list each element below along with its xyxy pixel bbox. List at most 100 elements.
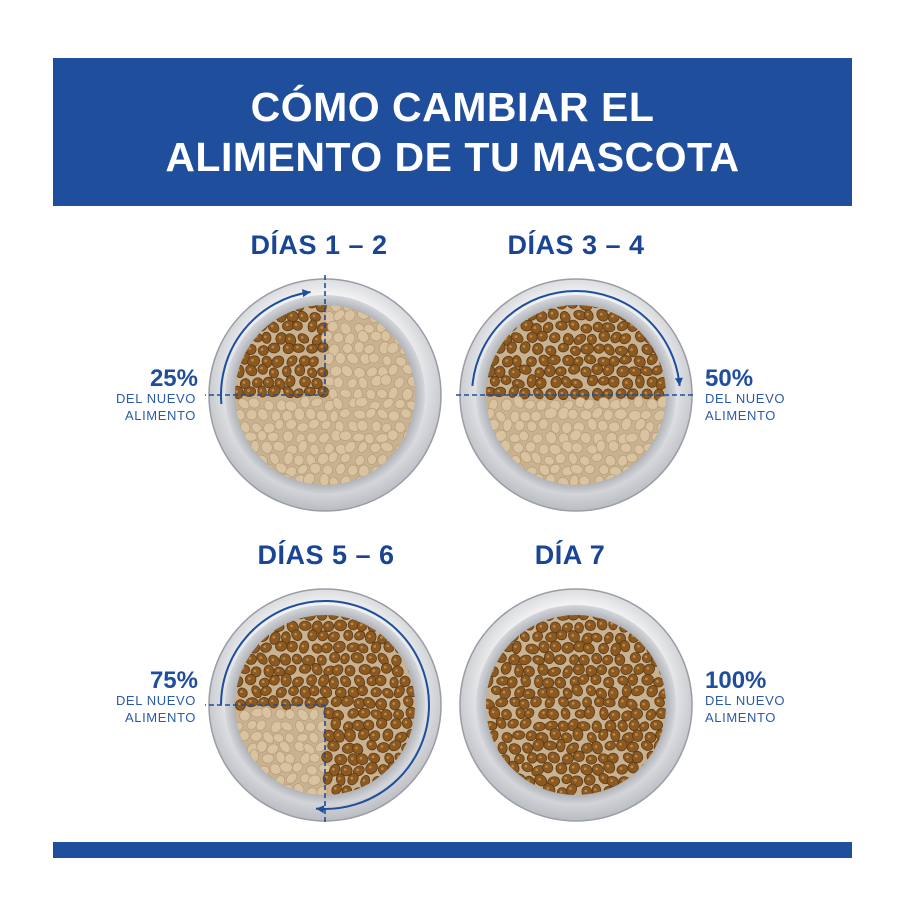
kibble [370, 641, 382, 654]
kibble [307, 629, 318, 642]
kibble [512, 730, 526, 740]
kibble [502, 355, 514, 368]
kibble-highlight [630, 765, 634, 768]
kibble-highlight [548, 392, 551, 395]
bottom-bar [53, 842, 852, 858]
kibble-highlight [649, 379, 653, 383]
kibble-highlight [571, 367, 575, 370]
kibble [500, 375, 512, 385]
kibble-highlight [610, 691, 614, 694]
kibble-highlight [320, 326, 323, 329]
kibble-highlight [620, 369, 624, 372]
kibble-highlight [283, 677, 287, 681]
kibble [332, 396, 343, 410]
kibble-highlight [240, 690, 243, 693]
kibble-highlight [332, 767, 335, 771]
kibble [393, 709, 405, 721]
kibble-highlight [551, 357, 555, 361]
kibble [330, 717, 342, 731]
kibble [645, 708, 657, 721]
kibble [338, 408, 351, 419]
bowl-step-4 [459, 588, 693, 822]
kibble-highlight [526, 711, 530, 714]
kibble [340, 675, 352, 688]
kibble-highlight [326, 710, 330, 714]
kibble-highlight [533, 326, 537, 329]
kibble [616, 764, 629, 775]
kibble-highlight [645, 347, 648, 350]
kibble-highlight [606, 324, 609, 328]
kibble [375, 674, 387, 687]
kibble [357, 440, 368, 454]
kibble [543, 651, 555, 664]
kibble-highlight [529, 646, 533, 650]
kibble-highlight [297, 368, 300, 371]
kibble-highlight [331, 743, 334, 747]
kibble [596, 618, 608, 631]
kibble-highlight [500, 745, 503, 749]
kibble [631, 685, 645, 697]
kibble [610, 728, 621, 742]
kibble [316, 654, 327, 666]
kibble [583, 309, 594, 322]
kibble [380, 374, 392, 386]
kibble [591, 652, 603, 665]
kibble-highlight [581, 657, 585, 661]
kibble-highlight [314, 646, 318, 649]
kibble-highlight [649, 357, 653, 360]
kibble [388, 364, 399, 376]
kibble [319, 473, 330, 485]
kibble [344, 440, 357, 454]
kibble [334, 753, 348, 766]
kibble [521, 762, 533, 773]
kibble-highlight [346, 746, 349, 749]
kibble-highlight [571, 634, 575, 637]
kibble-highlight [642, 702, 645, 706]
kibble-highlight [236, 305, 240, 307]
kibble [607, 375, 620, 388]
kibble [334, 619, 347, 632]
kibble-highlight [654, 722, 657, 726]
kibble [266, 743, 279, 755]
kibble-highlight [366, 700, 370, 704]
kibble [556, 738, 566, 753]
kibble [633, 663, 645, 675]
kibble-highlight [516, 732, 519, 736]
kibble-highlight [315, 337, 318, 341]
kibble-highlight [384, 712, 387, 716]
kibble-highlight [576, 667, 579, 670]
kibble-highlight [620, 323, 623, 327]
kibble-highlight [402, 679, 406, 682]
kibble-highlight [622, 336, 626, 339]
kibble [598, 728, 609, 741]
kibble-highlight [626, 755, 629, 759]
kibble [508, 367, 521, 379]
kibble-highlight [326, 733, 330, 737]
kibble-highlight [287, 379, 291, 382]
kibble [237, 687, 248, 698]
kibble-highlight [600, 732, 604, 736]
kibble-highlight [321, 678, 324, 681]
kibble-highlight [624, 688, 627, 692]
kibble [382, 397, 394, 409]
kibble [266, 431, 280, 442]
kibble [543, 407, 558, 420]
kibble [489, 375, 500, 387]
kibble [341, 695, 354, 707]
kibble-highlight [619, 767, 623, 770]
kibble-highlight [584, 789, 588, 793]
kibble [315, 696, 329, 708]
kibble-highlight [357, 633, 360, 636]
kibble-highlight [584, 636, 588, 640]
kibble [583, 354, 597, 365]
kibble [608, 710, 621, 722]
kibble-highlight [254, 689, 257, 692]
kibble-highlight [601, 378, 604, 382]
kibble [329, 652, 341, 663]
kibble [536, 330, 548, 342]
kibble [292, 343, 305, 353]
kibble [308, 356, 319, 368]
kibble [293, 741, 306, 753]
kibble-highlight [310, 633, 313, 636]
kibble [627, 673, 639, 686]
